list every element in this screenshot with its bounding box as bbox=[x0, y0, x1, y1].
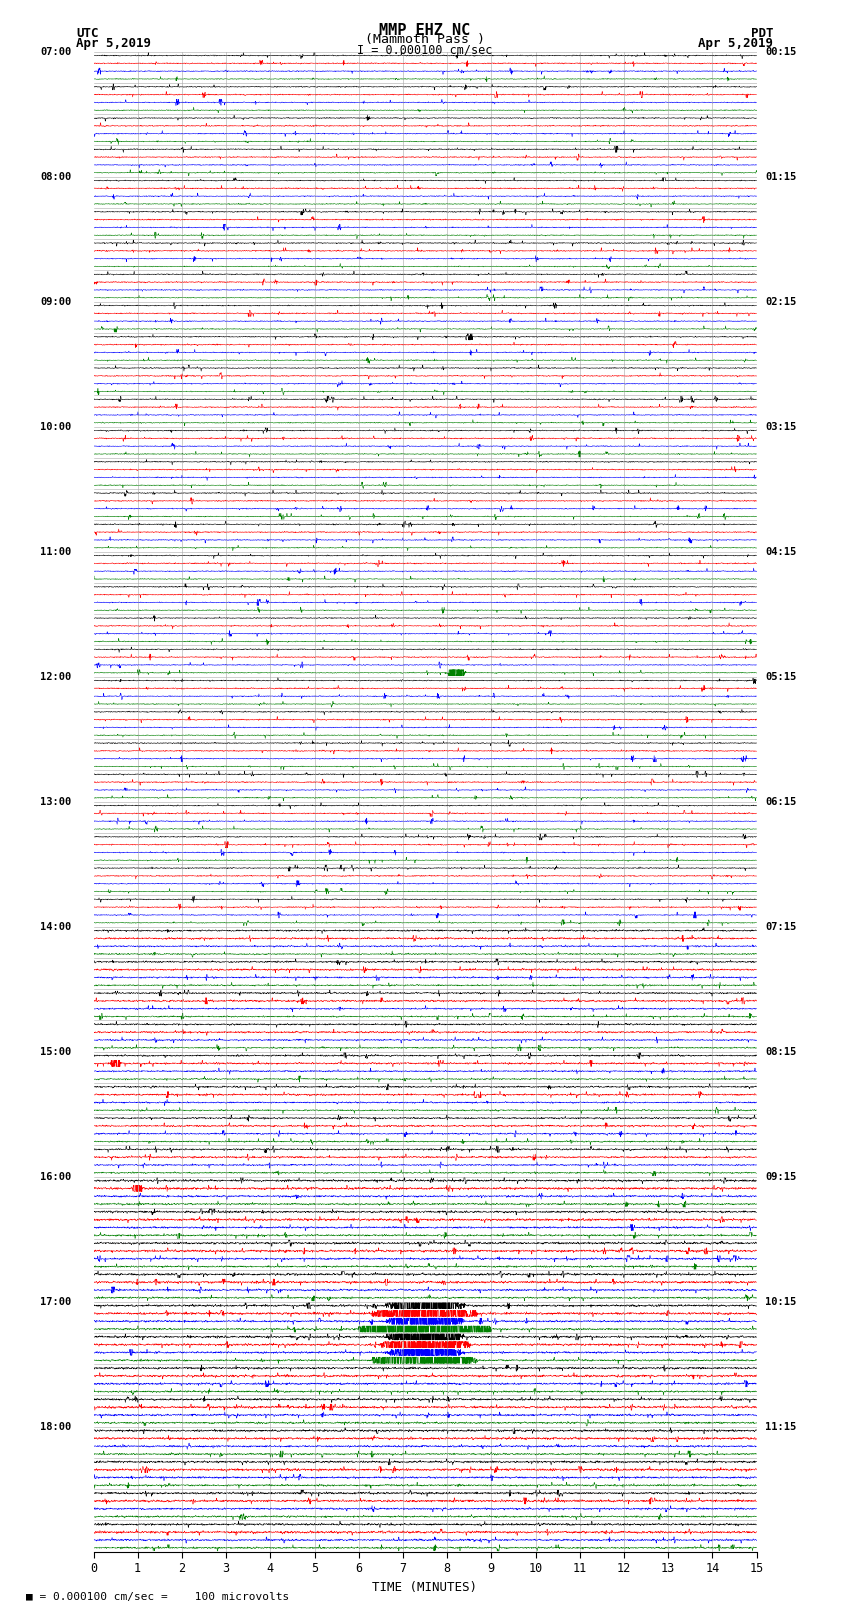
X-axis label: TIME (MINUTES): TIME (MINUTES) bbox=[372, 1581, 478, 1594]
Text: I = 0.000100 cm/sec: I = 0.000100 cm/sec bbox=[357, 44, 493, 56]
Text: 06:15: 06:15 bbox=[765, 797, 796, 806]
Text: 12:00: 12:00 bbox=[40, 671, 71, 682]
Text: 18:00: 18:00 bbox=[40, 1421, 71, 1432]
Text: 14:00: 14:00 bbox=[40, 921, 71, 932]
Text: 11:00: 11:00 bbox=[40, 547, 71, 556]
Text: 16:00: 16:00 bbox=[40, 1171, 71, 1182]
Text: 03:15: 03:15 bbox=[765, 421, 796, 432]
Text: 08:15: 08:15 bbox=[765, 1047, 796, 1057]
Text: 07:00: 07:00 bbox=[40, 47, 71, 56]
Text: 09:00: 09:00 bbox=[40, 297, 71, 306]
Text: 11:15: 11:15 bbox=[765, 1421, 796, 1432]
Text: Apr 5,2019: Apr 5,2019 bbox=[76, 37, 151, 50]
Text: 10:15: 10:15 bbox=[765, 1297, 796, 1307]
Text: 13:00: 13:00 bbox=[40, 797, 71, 806]
Text: 17:00: 17:00 bbox=[40, 1297, 71, 1307]
Text: MMP EHZ NC: MMP EHZ NC bbox=[379, 24, 471, 39]
Text: 01:15: 01:15 bbox=[765, 171, 796, 182]
Text: 15:00: 15:00 bbox=[40, 1047, 71, 1057]
Text: 02:15: 02:15 bbox=[765, 297, 796, 306]
Text: 00:15: 00:15 bbox=[765, 47, 796, 56]
Text: PDT: PDT bbox=[751, 27, 774, 40]
Text: Apr 5,2019: Apr 5,2019 bbox=[699, 37, 774, 50]
Text: 08:00: 08:00 bbox=[40, 171, 71, 182]
Text: UTC: UTC bbox=[76, 27, 99, 40]
Text: 09:15: 09:15 bbox=[765, 1171, 796, 1182]
Text: ■ = 0.000100 cm/sec =    100 microvolts: ■ = 0.000100 cm/sec = 100 microvolts bbox=[26, 1592, 289, 1602]
Text: 10:00: 10:00 bbox=[40, 421, 71, 432]
Text: 04:15: 04:15 bbox=[765, 547, 796, 556]
Text: 05:15: 05:15 bbox=[765, 671, 796, 682]
Text: 07:15: 07:15 bbox=[765, 921, 796, 932]
Text: (Mammoth Pass ): (Mammoth Pass ) bbox=[365, 34, 485, 47]
